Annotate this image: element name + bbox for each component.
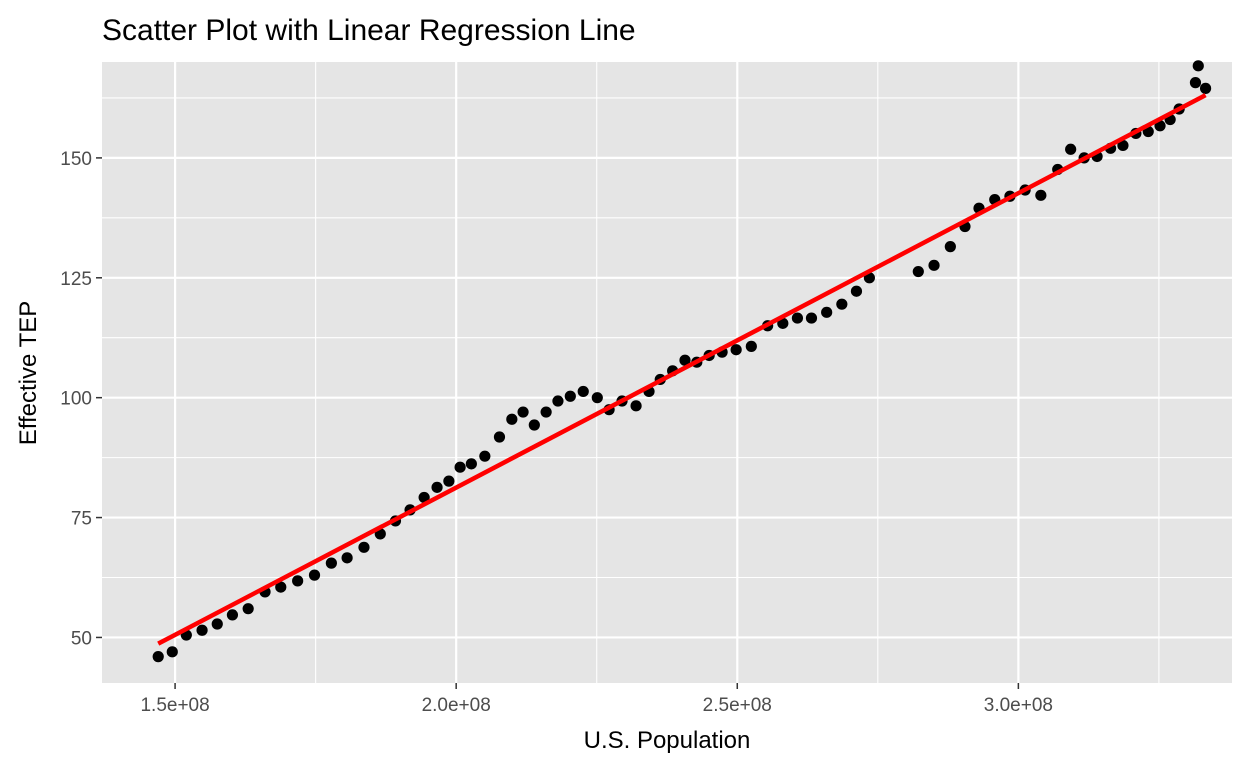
data-point [564, 390, 576, 402]
data-point [577, 385, 589, 398]
y-tick-label: 50 [71, 628, 92, 649]
y-tick-label: 75 [71, 509, 92, 530]
data-point [1192, 60, 1204, 72]
data-point [1154, 120, 1166, 132]
data-point [679, 354, 691, 366]
data-point [226, 609, 239, 621]
data-point [152, 651, 164, 663]
x-tick-label: 1.5e+08 [140, 695, 209, 716]
regression-line-group [157, 93, 1207, 646]
data-point [928, 259, 940, 271]
data-point [850, 285, 863, 297]
data-point [325, 557, 337, 569]
data-point [443, 475, 455, 487]
data-point [454, 461, 466, 473]
y-tick-label: 150 [60, 149, 92, 170]
data-point [275, 581, 287, 593]
data-point [308, 569, 321, 581]
data-point [341, 552, 353, 564]
x-tick-label: 2.0e+08 [422, 695, 491, 716]
data-point [196, 624, 208, 636]
data-point [540, 406, 552, 418]
data-point [1189, 77, 1202, 89]
data-point [1035, 189, 1047, 201]
data-point [944, 241, 956, 253]
data-point [418, 491, 430, 504]
x-tick-label: 2.5e+08 [703, 695, 772, 716]
data-point [358, 541, 370, 553]
x-tick-label: 3.0e+08 [984, 695, 1053, 716]
data-point [1117, 139, 1129, 152]
minor-gridlines [102, 62, 1232, 683]
data-point [912, 265, 924, 278]
data-point [836, 298, 848, 310]
data-point [493, 431, 506, 443]
x-axis-title: U.S. Population [584, 727, 751, 754]
data-point [730, 344, 742, 356]
data-point [1199, 82, 1212, 94]
data-point [242, 603, 254, 615]
data-point [479, 450, 491, 462]
y-axis-title: Effective TEP [15, 301, 42, 446]
y-axis: 50 75 100 125 150 [60, 149, 102, 649]
y-tick-label: 125 [60, 269, 92, 290]
data-point [777, 317, 789, 329]
major-gridlines [102, 62, 1232, 683]
plot-panel [102, 62, 1232, 683]
data-point [1065, 143, 1077, 155]
data-point [791, 312, 804, 324]
data-point [431, 481, 443, 493]
data-point [805, 312, 818, 324]
chart-title: Scatter Plot with Linear Regression Line [102, 14, 636, 47]
data-point [517, 406, 529, 418]
regression-line [157, 93, 1207, 646]
data-point [506, 413, 518, 425]
data-point [166, 646, 178, 658]
y-tick-label: 100 [60, 389, 92, 410]
x-axis: 1.5e+08 2.0e+08 2.5e+08 3.0e+08 [140, 683, 1053, 716]
data-point [552, 395, 564, 407]
data-point [591, 392, 603, 404]
data-point [528, 419, 540, 431]
data-point [821, 306, 833, 318]
data-point [211, 618, 223, 630]
data-point [745, 340, 757, 352]
data-point [465, 458, 477, 470]
data-point [630, 400, 642, 412]
data-point [292, 575, 304, 587]
